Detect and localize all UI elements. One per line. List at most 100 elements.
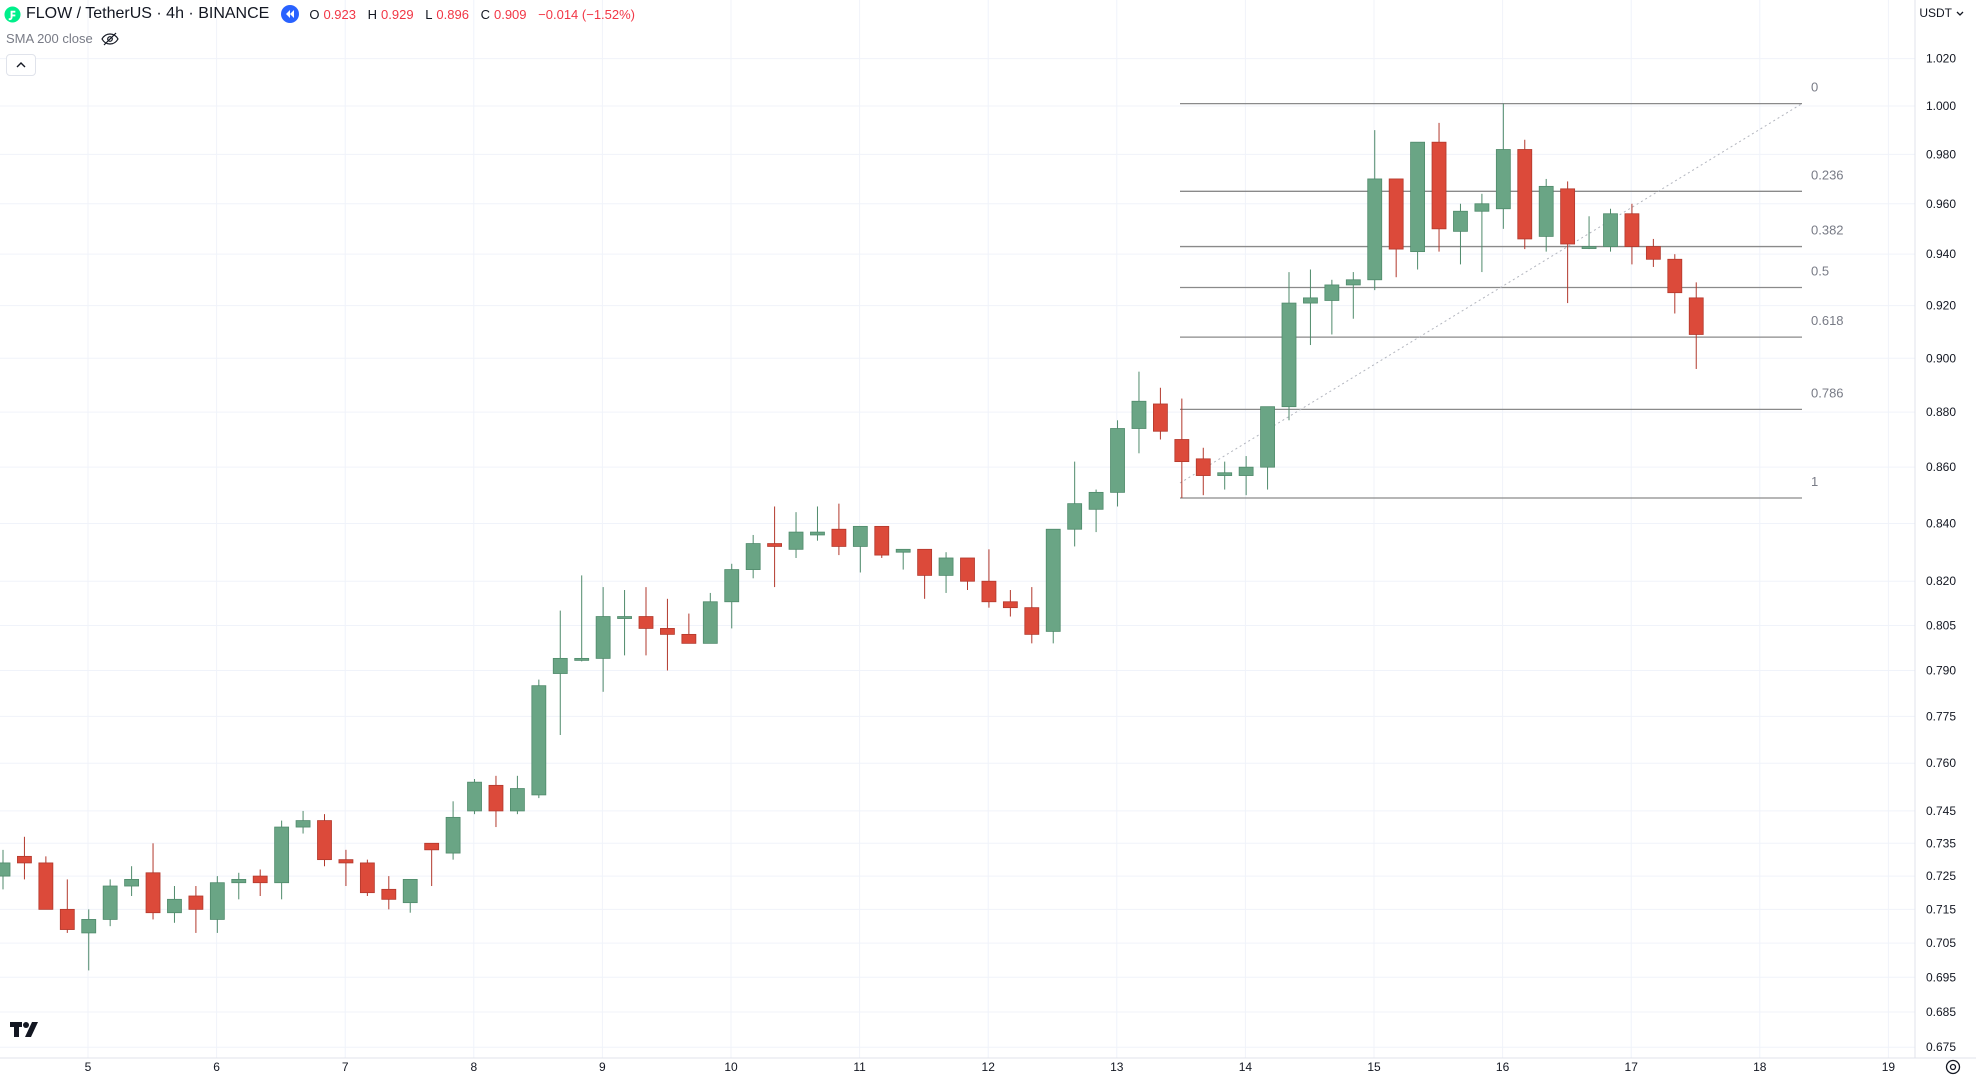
settings-gear-icon[interactable] bbox=[1944, 1058, 1962, 1076]
candle[interactable] bbox=[1345, 272, 1361, 319]
candle[interactable] bbox=[81, 909, 97, 971]
candle[interactable] bbox=[1517, 139, 1533, 250]
candle[interactable] bbox=[595, 587, 611, 692]
candle[interactable] bbox=[724, 563, 740, 629]
candle[interactable] bbox=[338, 849, 354, 887]
low-value: 0.896 bbox=[436, 6, 469, 22]
tradingview-logo-icon[interactable] bbox=[10, 1020, 44, 1038]
candle[interactable] bbox=[1367, 130, 1383, 291]
replay-icon[interactable] bbox=[281, 5, 300, 23]
candlestick-series[interactable] bbox=[0, 103, 1704, 971]
candle[interactable] bbox=[981, 549, 997, 608]
candle[interactable] bbox=[1174, 398, 1190, 499]
candle[interactable] bbox=[424, 842, 440, 887]
symbol-title[interactable]: FLOW / TetherUS · 4h · BINANCE bbox=[26, 5, 270, 22]
candle[interactable] bbox=[1067, 461, 1083, 547]
candle[interactable] bbox=[1431, 122, 1447, 252]
candle[interactable] bbox=[831, 503, 847, 556]
candle[interactable] bbox=[402, 878, 418, 913]
candle[interactable] bbox=[274, 820, 290, 900]
candle[interactable] bbox=[874, 525, 890, 558]
candle[interactable] bbox=[788, 512, 804, 558]
fibonacci-retracement[interactable]: 0 0.236 0.382 0.5 0.618 0.786 1 bbox=[1179, 80, 1844, 499]
candle[interactable] bbox=[1667, 254, 1683, 314]
candle[interactable] bbox=[1324, 279, 1340, 335]
candle[interactable] bbox=[767, 506, 782, 588]
candle[interactable] bbox=[252, 869, 268, 896]
candle[interactable] bbox=[681, 613, 697, 644]
candle[interactable] bbox=[1495, 103, 1511, 229]
candle[interactable] bbox=[1410, 141, 1425, 270]
candle[interactable] bbox=[1195, 447, 1211, 496]
candle[interactable] bbox=[1131, 371, 1147, 454]
candle[interactable] bbox=[1453, 203, 1468, 265]
candle-body bbox=[874, 525, 890, 556]
candle[interactable] bbox=[852, 525, 868, 573]
candle[interactable] bbox=[445, 801, 461, 860]
candle[interactable] bbox=[59, 879, 75, 933]
candle[interactable] bbox=[745, 534, 761, 579]
candle[interactable] bbox=[552, 610, 568, 736]
candle[interactable] bbox=[188, 886, 204, 933]
candle[interactable] bbox=[702, 592, 718, 644]
price-axis[interactable]: 1.020 1.000 0.980 0.960 0.940 0.920 0.900 0.880… bbox=[1926, 52, 1956, 1055]
fib-level-label: 0.786 bbox=[1811, 385, 1844, 400]
candle[interactable] bbox=[317, 814, 332, 867]
candle[interactable] bbox=[1581, 216, 1597, 250]
candle[interactable] bbox=[1645, 238, 1661, 267]
candle[interactable] bbox=[1538, 178, 1554, 252]
candle[interactable] bbox=[617, 590, 632, 656]
candle[interactable] bbox=[0, 849, 11, 890]
candle[interactable] bbox=[145, 843, 161, 920]
chevron-down-icon bbox=[1956, 11, 1964, 16]
eye-hidden-icon[interactable] bbox=[101, 32, 119, 46]
candle[interactable] bbox=[102, 879, 118, 927]
candle[interactable] bbox=[938, 552, 954, 593]
candle[interactable] bbox=[1281, 272, 1297, 421]
candle[interactable] bbox=[381, 876, 397, 910]
candle[interactable] bbox=[359, 859, 375, 896]
candle[interactable] bbox=[1688, 282, 1704, 369]
candle[interactable] bbox=[38, 856, 54, 910]
candle[interactable] bbox=[1045, 528, 1061, 644]
candle[interactable] bbox=[917, 548, 933, 599]
currency-selector[interactable]: USDT bbox=[1919, 6, 1964, 20]
candle[interactable] bbox=[1024, 587, 1040, 644]
candle[interactable] bbox=[1260, 406, 1275, 490]
collapse-legend-button[interactable] bbox=[6, 54, 36, 76]
fib-trend-line[interactable] bbox=[1179, 103, 1803, 484]
indicator-legend[interactable]: SMA 200 close bbox=[6, 31, 119, 46]
candle[interactable] bbox=[124, 866, 139, 896]
candle[interactable] bbox=[531, 679, 547, 799]
candle[interactable] bbox=[1303, 269, 1318, 346]
candle[interactable] bbox=[660, 598, 675, 671]
candle[interactable] bbox=[1560, 181, 1576, 304]
candle[interactable] bbox=[467, 778, 482, 815]
candle[interactable] bbox=[509, 775, 525, 815]
candle[interactable] bbox=[1238, 456, 1254, 496]
candle[interactable] bbox=[295, 810, 311, 834]
candle[interactable] bbox=[1474, 193, 1490, 273]
candle[interactable] bbox=[1088, 489, 1104, 533]
candle[interactable] bbox=[1603, 208, 1618, 252]
candle[interactable] bbox=[1388, 178, 1404, 278]
candle[interactable] bbox=[209, 876, 225, 933]
candle[interactable] bbox=[638, 587, 654, 656]
candle[interactable] bbox=[1153, 387, 1168, 440]
candle[interactable] bbox=[1217, 461, 1233, 490]
candle[interactable] bbox=[488, 775, 504, 828]
candle[interactable] bbox=[1110, 420, 1125, 507]
candle[interactable] bbox=[17, 836, 32, 880]
candle[interactable] bbox=[574, 575, 590, 662]
candle[interactable] bbox=[960, 557, 975, 591]
candle[interactable] bbox=[895, 548, 911, 570]
candle[interactable] bbox=[810, 506, 825, 541]
candle-body bbox=[1324, 284, 1340, 301]
candle[interactable] bbox=[167, 886, 182, 923]
time-axis[interactable]: 5 6 7 8 9 10 11 12 13 14 15 16 17 18 19 bbox=[85, 1060, 1896, 1074]
candle[interactable] bbox=[1624, 203, 1640, 265]
candle[interactable] bbox=[231, 872, 247, 900]
candle[interactable] bbox=[1002, 590, 1018, 617]
candle-body bbox=[1345, 279, 1361, 286]
